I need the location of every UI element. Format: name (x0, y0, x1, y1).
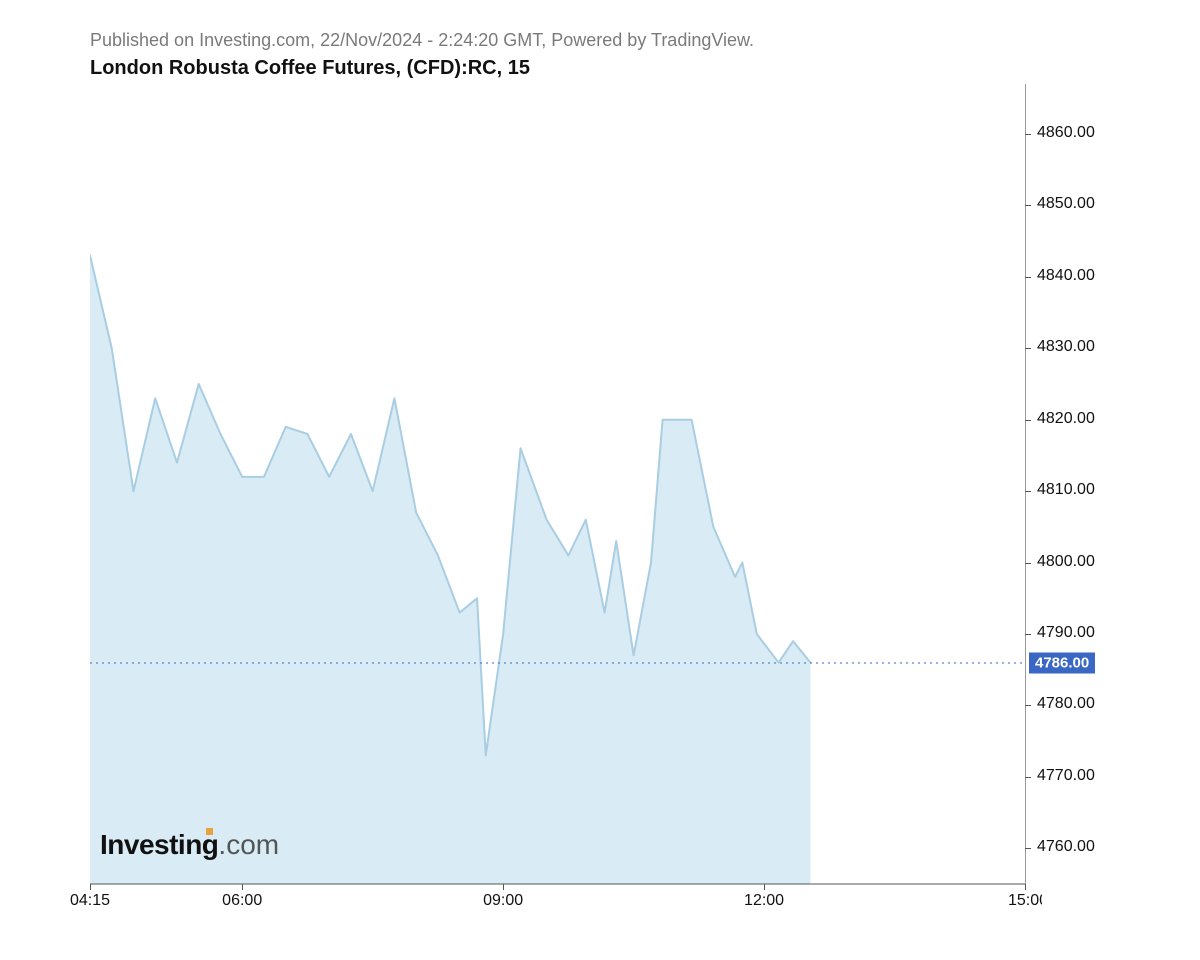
publish-info: Published on Investing.com, 22/Nov/2024 … (90, 30, 1110, 51)
current-price-tag: 4786.00 (1029, 652, 1095, 673)
chart-title: London Robusta Coffee Futures, (CFD):RC,… (90, 57, 1110, 80)
chart-plot-area (90, 84, 1100, 914)
y-axis-line (1025, 84, 1026, 884)
chart-container: Published on Investing.com, 22/Nov/2024 … (0, 0, 1200, 960)
price-chart[interactable]: 4786.00 4760.004770.004780.004790.004800… (90, 84, 1100, 914)
